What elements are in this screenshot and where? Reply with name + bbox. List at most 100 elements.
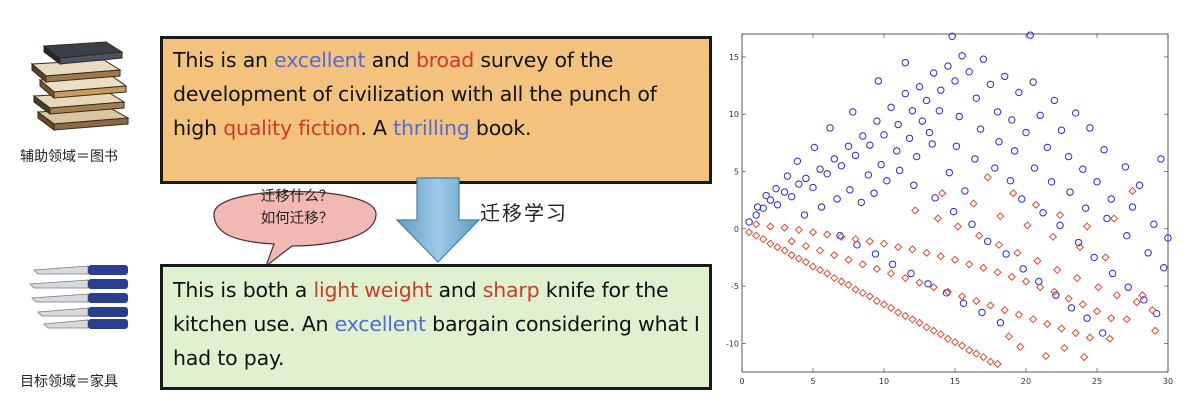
scatter-point-blue: [945, 168, 954, 177]
scatter-point-blue: [1090, 253, 1098, 262]
scatter-plot: 0 5 10 15 20 25 30 -10 -5 0 5 10 15: [726, 31, 1173, 386]
scatter-point-blue: [965, 68, 973, 76]
scatter-point-blue: [1083, 314, 1091, 322]
scatter-point-blue: [887, 103, 895, 112]
scatter-point-blue: [968, 220, 976, 228]
scatter-point-red: [1004, 332, 1014, 341]
scatter-point-blue: [1018, 195, 1026, 203]
scatter-point-red: [766, 222, 775, 231]
scatter-point-blue: [870, 189, 878, 197]
scatter-point-blue: [905, 134, 914, 142]
scatter-point-red: [865, 292, 874, 301]
scatter-point-red: [1107, 314, 1116, 323]
scatter-point-red: [844, 280, 853, 290]
scatter-point-red: [1036, 283, 1045, 292]
scatter-point-red: [965, 346, 974, 355]
scatter-point-blue: [1081, 204, 1090, 212]
books-icon: [30, 41, 130, 131]
scatter-point-blue: [918, 117, 927, 125]
x-tick-label: 15: [950, 377, 960, 386]
scatter-point-red: [950, 338, 960, 347]
scatter-point-red: [936, 252, 945, 261]
scatter-point-red: [1078, 300, 1087, 309]
scatter-point-blue: [857, 198, 865, 207]
scatter-point-blue: [901, 58, 910, 67]
scatter-point-red: [993, 268, 1002, 277]
scatter-point-blue: [1086, 124, 1094, 132]
scatter-point-blue: [908, 107, 917, 115]
scatter-point-blue: [1093, 178, 1101, 186]
scatter-point-blue: [1123, 231, 1131, 240]
scatter-point-red: [872, 264, 882, 273]
scatter-point-red: [1028, 315, 1038, 324]
x-tick-label: 30: [1163, 377, 1173, 386]
scatter-point-blue: [1066, 188, 1074, 196]
scatter-point-blue: [1043, 143, 1051, 152]
scatter-point-red: [851, 285, 860, 294]
scatter-point-blue: [991, 164, 999, 172]
scatter-point-blue: [1036, 111, 1044, 120]
scatter-point-blue: [1079, 165, 1087, 173]
scatter-point-blue: [1160, 264, 1168, 272]
scatter-point-blue: [1015, 88, 1023, 97]
scatter-point-blue: [1150, 220, 1158, 228]
scatter-point-red: [801, 241, 811, 251]
scatter-point-red: [938, 189, 947, 198]
scatter-point-blue: [837, 162, 846, 170]
scatter-point-red: [1041, 351, 1050, 361]
target-text-segment: knife for the kitchen use. An: [173, 278, 669, 336]
scatter-point-blue: [993, 108, 1002, 116]
scatter-point-red: [1064, 294, 1073, 303]
scatter-point-blue: [844, 142, 853, 150]
scatter-point-blue: [937, 86, 945, 94]
scatter-point-red: [1021, 277, 1031, 286]
scatter-point-blue: [851, 151, 860, 160]
scatter-point-red: [886, 269, 896, 278]
scatter-point-blue: [1029, 78, 1037, 86]
scatter-point-red: [879, 239, 889, 248]
scatter-point-blue: [1124, 283, 1132, 291]
scatter-point-red: [908, 315, 917, 324]
scatter-point-blue: [976, 125, 985, 133]
scatter-point-blue: [873, 117, 881, 125]
scatter-point-blue: [907, 269, 915, 278]
scatter-point-blue: [1047, 178, 1056, 186]
scatter-point-blue: [773, 201, 782, 209]
scatter-point-red: [837, 232, 846, 241]
x-tick-label: 25: [1092, 377, 1102, 386]
scatter-point-blue: [1039, 209, 1047, 217]
scatter-point-red: [787, 251, 796, 260]
scatter-point-blue: [817, 203, 826, 211]
source-domain-label: 辅助领域＝图书: [20, 149, 118, 165]
scatter-point-red: [1013, 248, 1022, 257]
scatter-point-blue: [846, 186, 854, 194]
scatter-point-blue: [1164, 234, 1172, 242]
scatter-point-blue: [1108, 269, 1117, 278]
scatter-point-blue: [1144, 249, 1152, 257]
scatter-point-blue: [866, 141, 874, 149]
scatter-point-red: [911, 206, 920, 215]
scatter-point-red: [773, 243, 782, 252]
scatter-point-red: [1092, 307, 1102, 316]
scatter-point-red: [983, 173, 992, 182]
scatter-point-red: [933, 214, 943, 223]
target-review-text: This is both a light weight and sharp kn…: [173, 278, 700, 370]
scatter-point-red: [1007, 272, 1016, 282]
scatter-point-blue: [901, 89, 910, 98]
scatter-point-red: [986, 357, 995, 366]
y-tick-label: -5: [731, 282, 739, 291]
scatter-point-blue: [823, 170, 831, 178]
target-highlight-red: sharp: [482, 278, 540, 302]
scatter-point-blue: [752, 211, 760, 219]
scatter-point-blue: [961, 187, 969, 195]
scatter-point-red: [1033, 256, 1042, 265]
scatter-point-blue: [766, 196, 775, 204]
target-highlight-red: light weight: [313, 278, 433, 302]
scatter-point-blue: [772, 184, 780, 193]
scatter-point-red: [766, 239, 775, 248]
scatter-point-red: [1016, 342, 1025, 351]
x-tick-label: 20: [1021, 377, 1031, 386]
y-tick-label: 5: [734, 167, 739, 176]
scatter-point-red: [1122, 315, 1131, 324]
scatter-point-red: [794, 225, 803, 235]
